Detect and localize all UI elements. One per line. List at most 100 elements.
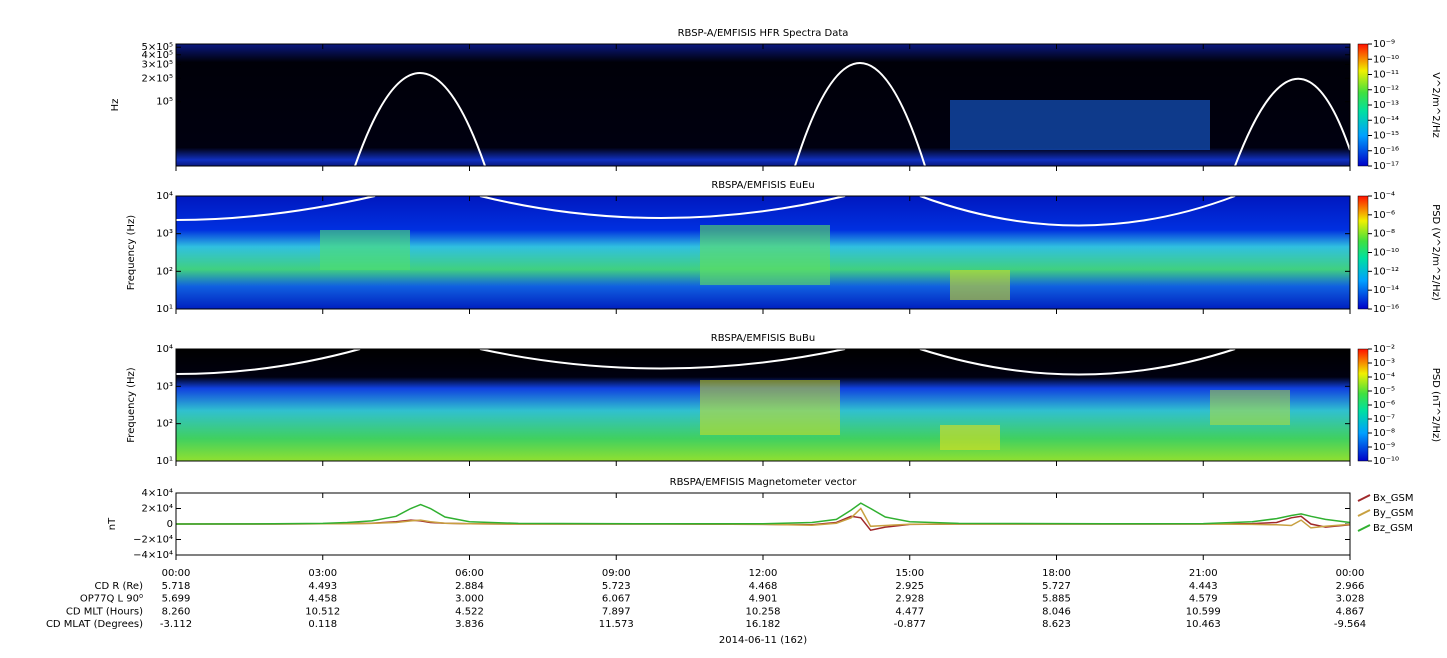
ephemeris-value: 5.718 [162,581,191,592]
y-tick-label: 10¹ [156,456,173,467]
legend-swatch [1357,494,1371,502]
ephemeris-value: 2.884 [455,581,484,592]
y-tick-label: 4×10⁴ [142,488,173,499]
ephemeris-value: 4.443 [1189,581,1218,592]
ephemeris-value: 3.000 [455,594,484,605]
x-tick-label: 12:00 [749,568,778,579]
ephemeris-value: 3.028 [1336,594,1365,605]
ephemeris-value: 16.182 [746,619,781,630]
colorbar-tick-label: 10⁻¹⁰ [1373,54,1399,65]
y-tick-label: 10³ [156,381,173,392]
y-tick-label: 5×10⁵ [142,42,173,53]
ephemeris-value: 5.885 [1042,594,1071,605]
ephemeris-value: 3.836 [455,619,484,630]
y-tick-label: 10² [156,419,173,430]
colorbar-tick-label: 10⁻⁷ [1373,414,1395,425]
plot-frame [175,348,1351,462]
y-tick-label: −4×10⁴ [133,550,173,561]
ephemeris-value: 8.260 [162,606,191,617]
colorbar-tick-label: 10⁻¹⁵ [1373,131,1399,142]
date-label: 2014-06-11 (162) [719,635,807,646]
x-tick-label: 00:00 [1336,568,1365,579]
ephemeris-value: 4.579 [1189,594,1218,605]
legend-label: Bx_GSM [1373,493,1414,504]
colorbar-tick-label: 10⁻² [1373,344,1395,355]
ephemeris-value: 5.723 [602,581,631,592]
y-tick-label: 10³ [156,229,173,240]
ephemeris-value: 10.599 [1186,606,1221,617]
x-tick-label: 21:00 [1189,568,1218,579]
colorbar-tick-label: 10⁻⁴ [1373,372,1395,383]
panel-title: RBSPA/EMFISIS EuEu [711,180,814,191]
colorbar-tick-label: 10⁻⁶ [1373,210,1395,221]
ephemeris-value: 4.867 [1336,606,1365,617]
colorbar-tick-label: 10⁻¹¹ [1373,70,1399,81]
ephemeris-label: CD R (Re) [95,581,144,592]
series-line [176,507,1351,529]
colorbar-tick-label: 10⁻¹² [1373,266,1399,277]
colorbar-tick-label: 10⁻⁹ [1373,39,1395,50]
x-tick-label: 00:00 [162,568,191,579]
y-tick-label: 10⁴ [156,191,173,202]
legend-label: By_GSM [1373,508,1414,519]
colorbar-tick-label: 10⁻⁸ [1373,229,1395,240]
panel-title: RBSPA/EMFISIS Magnetometer vector [670,477,858,488]
y-tick-label: 10² [156,266,173,277]
ephemeris-value: 6.067 [602,594,631,605]
colorbar [1357,43,1369,167]
y-tick-label: 2×10⁵ [142,73,173,84]
ephemeris-value: 4.493 [308,581,337,592]
ephemeris-value: 4.522 [455,606,484,617]
ephemeris-value: 10.512 [305,606,340,617]
legend-swatch [1357,524,1371,532]
y-tick-label: 0 [167,519,173,530]
y-tick-label: 4×10⁵ [142,50,173,61]
colorbar-tick-label: 10⁻⁹ [1373,442,1395,453]
panel-title: RBSPA/EMFISIS BuBu [711,333,815,344]
x-tick-label: 15:00 [895,568,924,579]
y-tick-label: 10¹ [156,304,173,315]
y-tick-label: 10⁵ [156,97,173,108]
ephemeris-value: 4.458 [308,594,337,605]
x-tick-label: 09:00 [602,568,631,579]
colorbar-tick-label: 10⁻¹⁷ [1373,161,1399,172]
ephemeris-value: 7.897 [602,606,631,617]
ephemeris-label: CD MLAT (Degrees) [46,619,143,630]
y-tick-label: 2×10⁴ [142,504,173,515]
ephemeris-value: -3.112 [160,619,192,630]
ephemeris-value: 2.966 [1336,581,1365,592]
x-tick-label: 18:00 [1042,568,1071,579]
spectrogram-image [175,44,1351,461]
legend-label: Bz_GSM [1373,523,1413,534]
panel-title: RBSP-A/EMFISIS HFR Spectra Data [678,28,849,39]
ephemeris-value: 0.118 [308,619,337,630]
colorbar-tick-label: 10⁻⁵ [1373,386,1395,397]
y-axis-label: nT [107,517,118,530]
ephemeris-value: -0.877 [894,619,926,630]
ephemeris-value: 4.468 [749,581,778,592]
y-axis-label: Frequency (Hz) [126,215,137,291]
ephemeris-value: 5.727 [1042,581,1071,592]
plot-frame [175,492,1351,556]
ephemeris-value: 2.925 [895,581,924,592]
series-line [175,502,1351,525]
legend-swatch [1357,509,1371,517]
plot-frame [175,43,1351,167]
ephemeris-label: CD MLT (Hours) [66,606,143,617]
colorbar-tick-label: 10⁻⁴ [1373,191,1395,202]
colorbar-tick-label: 10⁻¹⁴ [1373,115,1399,126]
ephemeris-value: 10.258 [746,606,781,617]
colorbar-label: V^2/m^2/Hz [1430,72,1441,138]
y-axis-label: Hz [110,99,121,112]
ephemeris-value: 4.477 [895,606,924,617]
colorbar [1357,348,1369,462]
colorbar [1357,195,1369,310]
colorbar-tick-label: 10⁻¹⁶ [1373,146,1399,157]
y-tick-label: 10⁴ [156,344,173,355]
ephemeris-value: -9.564 [1334,619,1366,630]
y-axis-label: Frequency (Hz) [126,367,137,443]
y-tick-label: 3×10⁵ [142,60,173,71]
x-tick-label: 03:00 [308,568,337,579]
colorbar-tick-label: 10⁻¹³ [1373,100,1399,111]
